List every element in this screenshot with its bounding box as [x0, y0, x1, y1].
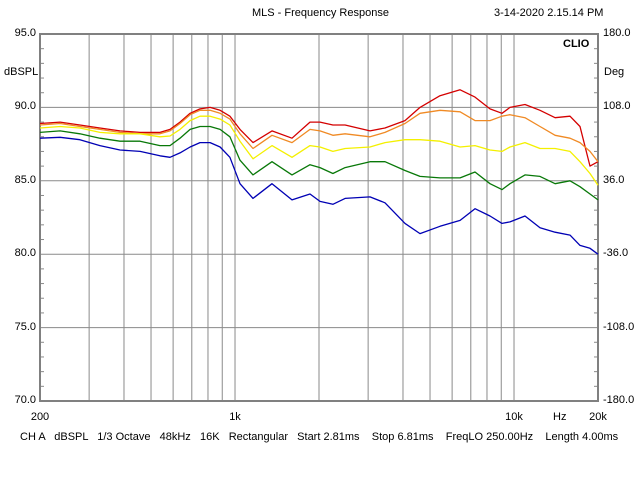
clio-brand: CLIO	[563, 38, 590, 50]
x-axis-unit-label: Hz	[553, 411, 567, 423]
series-line-yellow	[39, 115, 599, 186]
x-tick-label: 1k	[229, 411, 241, 423]
y2-tick-label: 36.0	[603, 173, 625, 186]
y2-tick-label: 108.0	[603, 100, 631, 113]
y-axis-label: dBSPL	[4, 66, 39, 78]
y2-tick-label: -36.0	[603, 247, 629, 260]
chart-title: MLS - Frequency Response	[252, 7, 389, 19]
x-tick-label: 10k	[505, 411, 523, 423]
series-line-green	[39, 125, 599, 201]
y2-tick-label: 180.0	[603, 27, 631, 39]
y-tick-label: 80.0	[14, 247, 36, 260]
y-tick-label: 95.0	[14, 27, 36, 39]
series-line-red	[39, 89, 599, 167]
y2-tick-label: -108.0	[603, 320, 635, 333]
timestamp: 3-14-2020 2.15.14 PM	[494, 7, 604, 19]
y-tick-label: 90.0	[14, 100, 36, 113]
y2-axis-label: Deg	[604, 66, 625, 78]
y-tick-label: 70.0	[14, 394, 36, 406]
x-tick-label: 20k	[589, 411, 607, 423]
x-tick-label: 200	[30, 411, 50, 423]
y-tick-label: 85.0	[14, 173, 36, 186]
measurement-settings: CH A dBSPL 1/3 Octave 48kHz 16K Rectangu…	[20, 431, 619, 443]
series-line-orange	[39, 109, 599, 163]
y2-tick-label: -180.0	[603, 394, 635, 406]
y-tick-label: 75.0	[14, 320, 36, 333]
plot-frame	[39, 33, 599, 402]
series-line-blue	[39, 136, 599, 255]
